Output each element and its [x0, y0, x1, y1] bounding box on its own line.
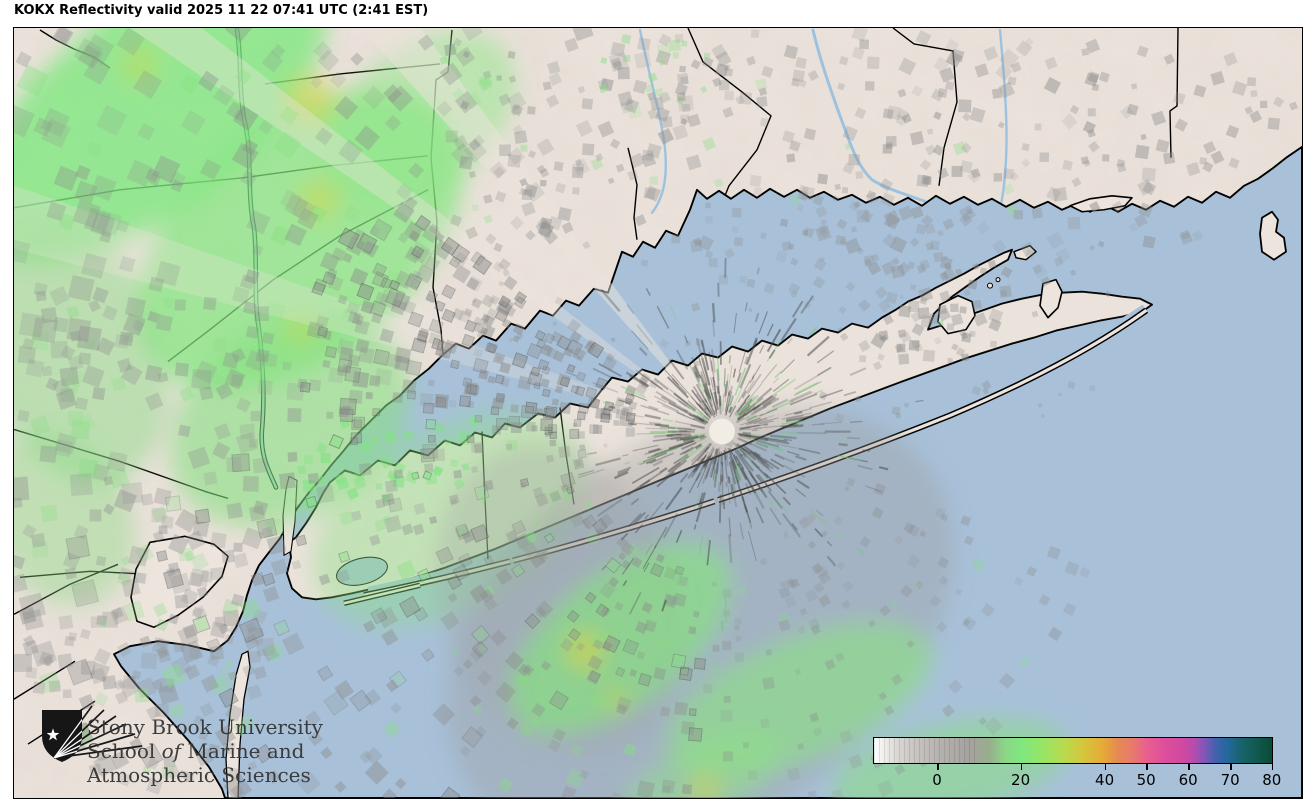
- colorbar-tick-label: 60: [1178, 771, 1198, 789]
- colorbar-tick: [1230, 763, 1232, 770]
- radar-site-marker: [709, 418, 735, 445]
- map-canvas: [14, 28, 1302, 798]
- radar-speckle-layer: [14, 28, 1299, 798]
- precip-soft-layer: [14, 28, 1068, 798]
- colorbar-tick-label: 0: [932, 771, 942, 789]
- colorbar-tick-label: 80: [1262, 771, 1282, 789]
- map-title: KOKX Reflectivity valid 2025 11 22 07:41…: [14, 3, 429, 18]
- colorbar-tick: [937, 763, 939, 770]
- colorbar-tick-label: 70: [1220, 771, 1240, 789]
- colorbar-tick: [1188, 763, 1190, 770]
- colorbar-tick: [1104, 763, 1107, 770]
- colorbar-tick: [1146, 763, 1148, 770]
- colorbar-tick: [1271, 763, 1274, 770]
- beam-blockage-wedges: [14, 28, 722, 432]
- colorbar-tick-label: 20: [1011, 771, 1031, 789]
- colorbar-tick: [1020, 763, 1023, 770]
- colorbar-discrete-stripes: [874, 738, 978, 763]
- colorbar-tick-label: 50: [1136, 771, 1156, 789]
- reflectivity-colorbar: 0 20 40 50 60 70 80: [873, 737, 1281, 797]
- radar-map-frame: [13, 27, 1303, 799]
- colorbar-gradient: [873, 737, 1273, 764]
- radar-spokes-layer: [565, 257, 924, 631]
- colorbar-tick-label: 40: [1095, 771, 1115, 789]
